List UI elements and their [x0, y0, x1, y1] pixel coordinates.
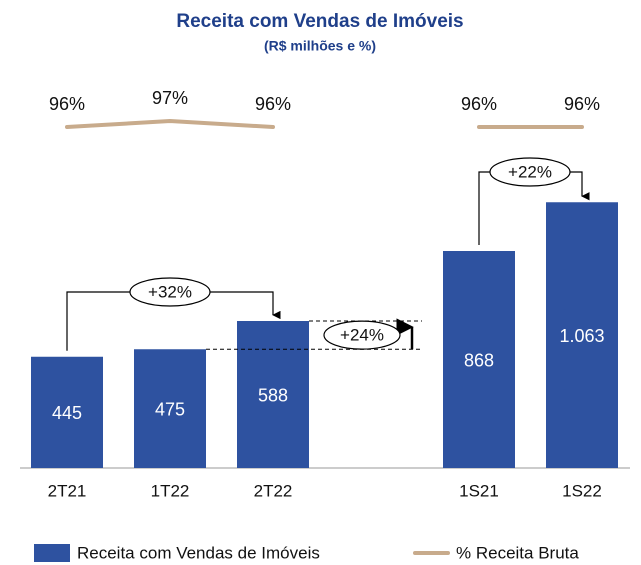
annotation-bubble — [323, 320, 401, 350]
connector — [210, 291, 281, 320]
x-tick-label: 1S22 — [562, 481, 602, 500]
legend-label: % Receita Bruta — [456, 543, 579, 562]
x-tick-label: 2T22 — [254, 481, 293, 500]
data-label: 96% — [49, 94, 85, 114]
line — [65, 119, 275, 129]
data-label: 1.063 — [559, 326, 604, 346]
data-label: 868 — [464, 350, 494, 370]
data-label: 96% — [255, 94, 291, 114]
annotation-bubble — [489, 157, 571, 187]
x-tick-label: 2T21 — [48, 481, 87, 500]
chart-subtitle: (R$ milhões e %) — [264, 38, 376, 54]
connector — [570, 171, 590, 201]
chart-title: Receita com Vendas de Imóveis — [176, 11, 463, 32]
data-label: 96% — [564, 94, 600, 114]
x-tick-label: 1T22 — [151, 481, 190, 500]
legend-label: Receita com Vendas de Imóveis — [77, 543, 320, 562]
connector — [478, 171, 490, 245]
annotation: +22% — [508, 162, 552, 181]
annotation: +32% — [148, 282, 192, 301]
legend-swatch — [34, 544, 70, 562]
bar — [546, 202, 618, 468]
bar — [31, 356, 103, 468]
bar — [134, 349, 206, 468]
data-label: 96% — [461, 94, 497, 114]
x-tick-label: 1S21 — [459, 481, 499, 500]
bar — [443, 251, 515, 468]
annotation-bubble — [129, 277, 211, 307]
data-label: 475 — [155, 399, 185, 419]
bar — [237, 321, 309, 468]
annotation: +24% — [340, 326, 384, 345]
data-label: 445 — [52, 403, 82, 423]
connector — [66, 291, 130, 351]
data-label: 97% — [152, 88, 188, 108]
data-label: 588 — [258, 385, 288, 405]
